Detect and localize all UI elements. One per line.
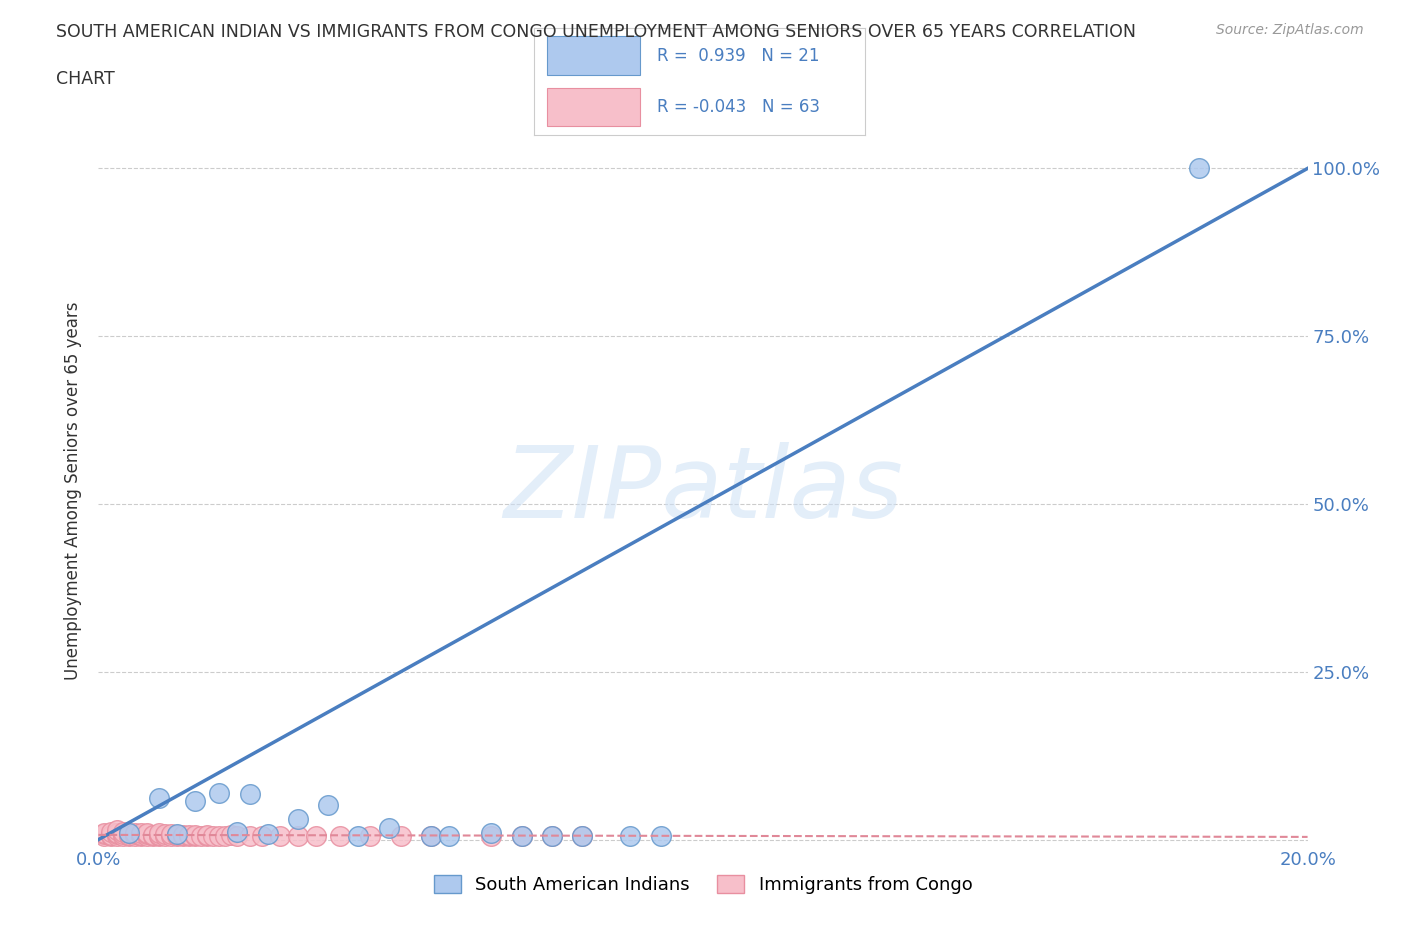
Point: [111, 827, 134, 842]
Point: [142, 828, 165, 843]
Point: [571, 829, 593, 844]
Point: [118, 826, 141, 841]
Point: [184, 828, 207, 843]
Point: [377, 820, 399, 835]
Point: [135, 826, 157, 841]
Point: [540, 829, 562, 844]
Point: [1188, 161, 1211, 176]
Point: [100, 829, 122, 844]
Point: [287, 812, 309, 827]
Text: R =  0.939   N = 21: R = 0.939 N = 21: [657, 46, 820, 65]
Point: [160, 827, 183, 842]
Point: [420, 829, 443, 844]
Point: [129, 829, 152, 844]
Point: [129, 826, 152, 841]
Point: [179, 828, 201, 843]
Point: [360, 829, 382, 844]
Point: [437, 829, 460, 844]
Point: [118, 829, 141, 844]
Point: [239, 787, 262, 802]
Legend: South American Indians, Immigrants from Congo: South American Indians, Immigrants from …: [426, 868, 980, 901]
Y-axis label: Unemployment Among Seniors over 65 years: Unemployment Among Seniors over 65 years: [65, 301, 83, 680]
Point: [226, 829, 249, 844]
Point: [105, 822, 128, 837]
Point: [148, 790, 170, 805]
Point: [221, 828, 243, 843]
Point: [202, 829, 225, 844]
Point: [93, 829, 115, 844]
Point: [148, 828, 170, 843]
Point: [172, 828, 194, 843]
Point: [208, 785, 231, 800]
Point: [510, 829, 533, 844]
Point: [124, 829, 146, 844]
Point: [124, 826, 146, 841]
Point: [250, 829, 273, 844]
Point: [195, 828, 218, 843]
Point: [153, 829, 176, 844]
Point: [160, 829, 183, 844]
Point: [619, 829, 641, 844]
Point: [190, 829, 212, 844]
Point: [129, 828, 152, 843]
Point: [124, 827, 146, 842]
Point: [111, 829, 134, 844]
Point: [166, 827, 188, 842]
Point: [148, 826, 170, 841]
Point: [111, 824, 134, 839]
Point: [166, 829, 188, 844]
Point: [172, 829, 194, 844]
Point: [269, 829, 291, 844]
Point: [153, 827, 176, 842]
Point: [105, 826, 128, 841]
Point: [287, 829, 309, 844]
Point: [184, 829, 207, 844]
Text: Source: ZipAtlas.com: Source: ZipAtlas.com: [1216, 23, 1364, 37]
Point: [93, 827, 115, 842]
Point: [420, 829, 443, 844]
Point: [239, 829, 262, 844]
Point: [195, 829, 218, 844]
Point: [389, 829, 412, 844]
Point: [142, 829, 165, 844]
Point: [347, 829, 370, 844]
Point: [329, 829, 352, 844]
Point: [214, 829, 236, 844]
Point: [93, 826, 115, 841]
Point: [540, 829, 562, 844]
Text: R = -0.043   N = 63: R = -0.043 N = 63: [657, 98, 820, 116]
Point: [226, 824, 249, 839]
Point: [510, 829, 533, 844]
Point: [256, 827, 278, 842]
Point: [208, 829, 231, 844]
Point: [135, 827, 157, 842]
Point: [105, 827, 128, 842]
Point: [316, 797, 339, 812]
Point: [305, 829, 328, 844]
Point: [481, 829, 503, 844]
Point: [179, 829, 201, 844]
Point: [118, 828, 141, 843]
FancyBboxPatch shape: [547, 36, 640, 75]
FancyBboxPatch shape: [547, 87, 640, 126]
Point: [650, 829, 672, 844]
Point: [100, 824, 122, 839]
Point: [481, 826, 503, 841]
Point: [135, 829, 157, 844]
Point: [571, 829, 593, 844]
Text: CHART: CHART: [56, 70, 115, 87]
Point: [148, 829, 170, 844]
Point: [166, 828, 188, 843]
Point: [184, 793, 207, 808]
Point: [100, 828, 122, 843]
Point: [105, 829, 128, 844]
Text: SOUTH AMERICAN INDIAN VS IMMIGRANTS FROM CONGO UNEMPLOYMENT AMONG SENIORS OVER 6: SOUTH AMERICAN INDIAN VS IMMIGRANTS FROM…: [56, 23, 1136, 41]
Text: ZIPatlas: ZIPatlas: [503, 442, 903, 539]
Point: [118, 826, 141, 841]
